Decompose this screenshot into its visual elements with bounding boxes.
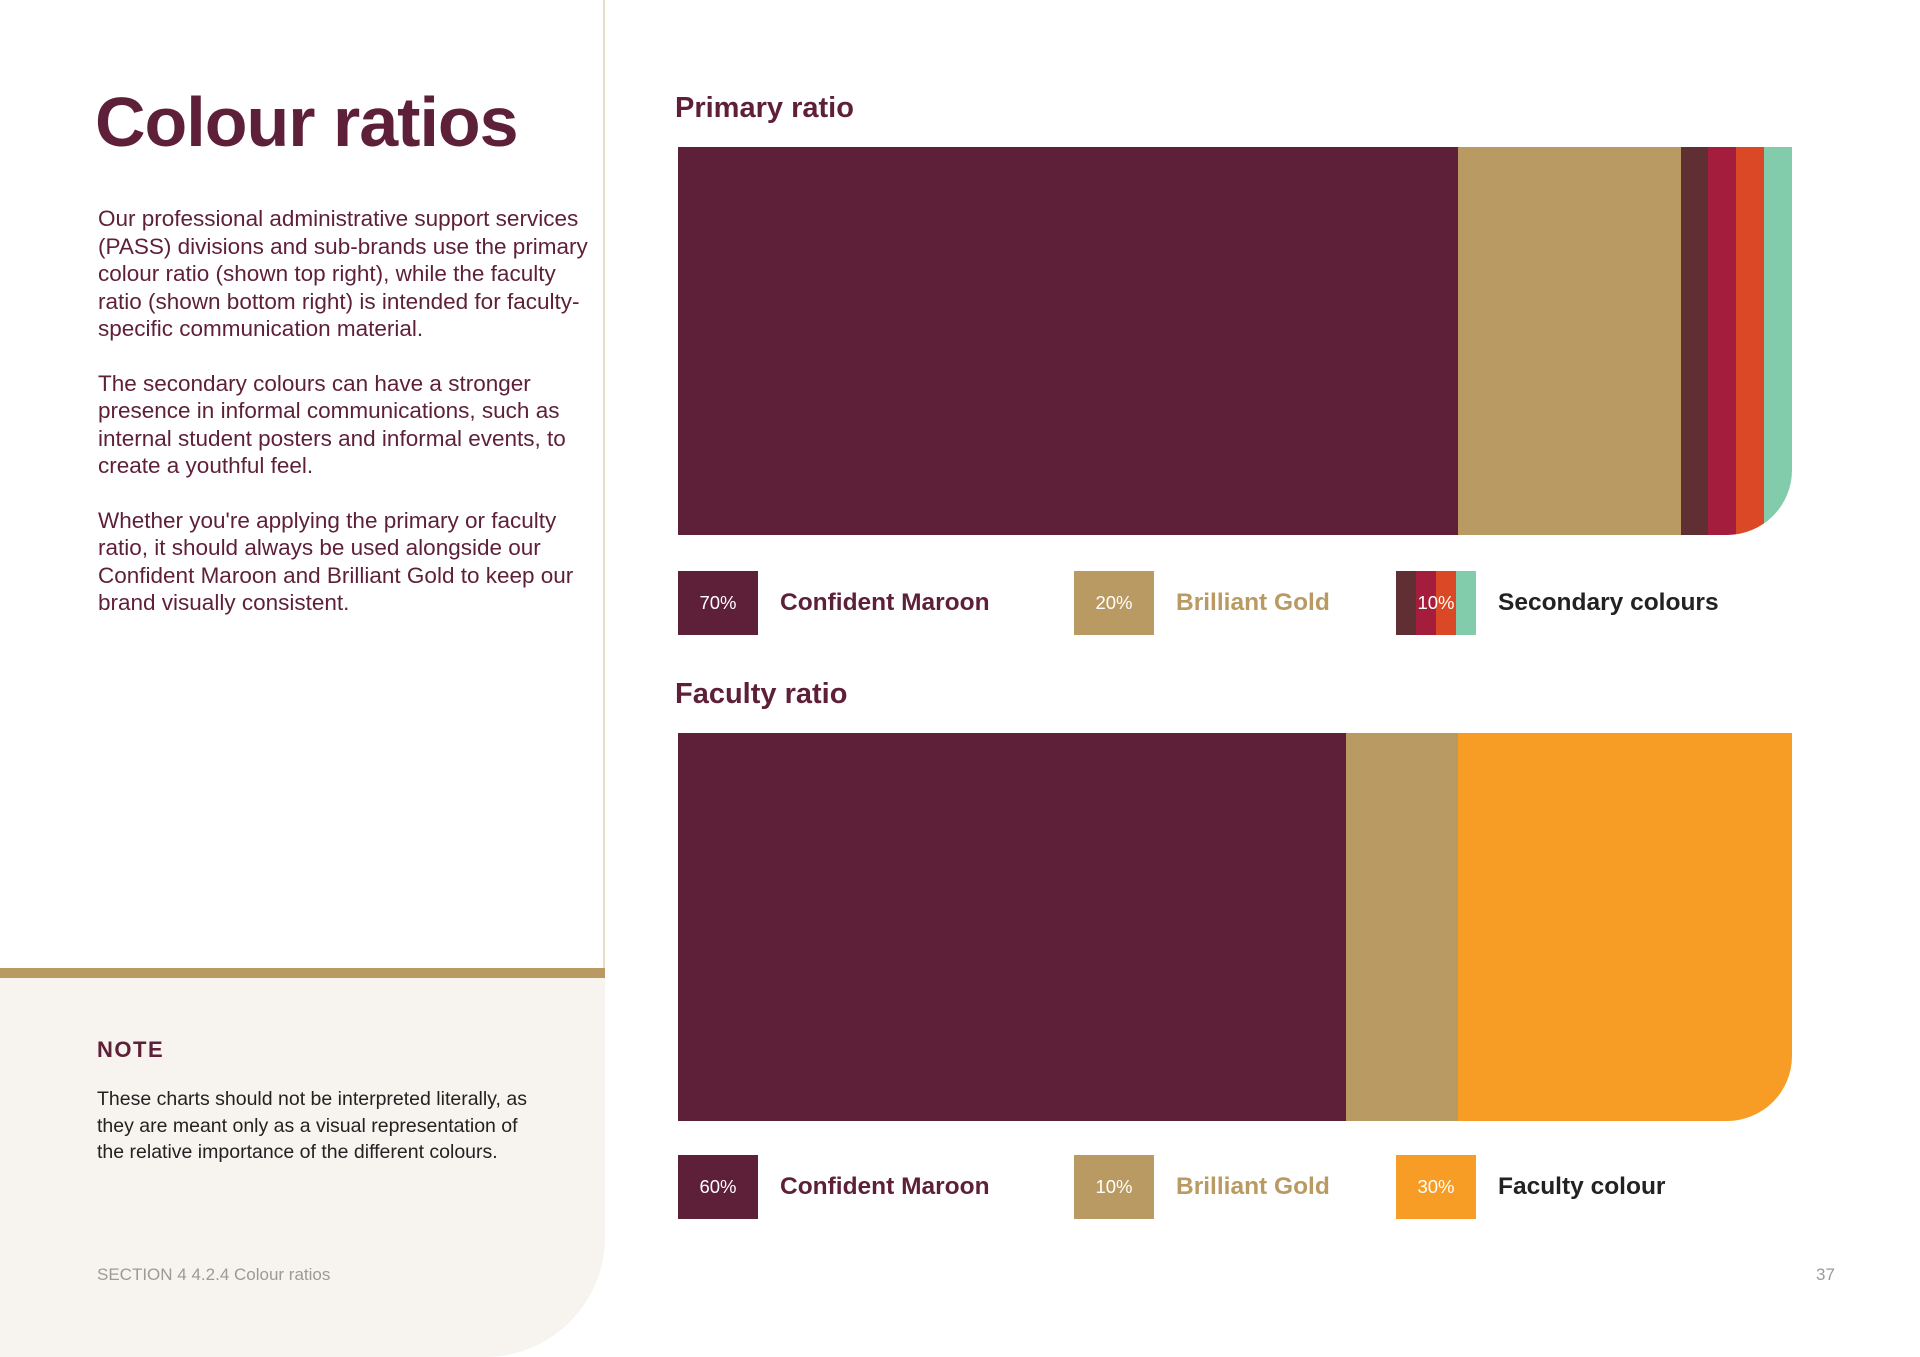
swatch-stripe (1416, 571, 1436, 635)
swatch-stripes (1396, 571, 1476, 635)
left-column-divider (603, 0, 605, 968)
primary-ratio-legend: 70% Confident Maroon 20% Brilliant Gold … (678, 571, 1792, 635)
bar-segment-secondary-colours (1736, 147, 1765, 535)
legend-label: Faculty colour (1498, 1173, 1666, 1200)
bar-segment-brilliant-gold (1457, 147, 1681, 535)
bar-segment-faculty-colour (1457, 733, 1792, 1121)
legend-label: Brilliant Gold (1176, 1173, 1330, 1200)
legend-label: Brilliant Gold (1176, 589, 1330, 616)
legend-percentage: 60% (699, 1176, 737, 1197)
legend-percentage: 10% (1095, 1176, 1133, 1197)
faculty-ratio-bar (678, 733, 1792, 1121)
legend-item-confident-maroon: 60% Confident Maroon (678, 1155, 990, 1219)
bar-segment-secondary-colours (1764, 147, 1792, 535)
legend-item-secondary-colours: 10% Secondary colours (1396, 571, 1719, 635)
legend-swatch: 30% (1396, 1155, 1476, 1219)
bar-segment-confident-maroon (678, 147, 1458, 535)
legend-label: Secondary colours (1498, 589, 1719, 616)
note-body: These charts should not be interpreted l… (97, 1088, 527, 1163)
intro-paragraph: Our professional administrative support … (98, 206, 588, 341)
legend-swatch: 10% (1396, 571, 1476, 635)
legend-item-faculty-colour: 30% Faculty colour (1396, 1155, 1665, 1219)
intro-paragraph: Whether you're applying the primary or f… (98, 507, 574, 616)
intro-paragraph: The secondary colours can have a stronge… (98, 370, 566, 479)
primary-ratio-title: Primary ratio (675, 92, 854, 124)
note-title: NOTE (97, 1037, 165, 1062)
legend-item-brilliant-gold: 10% Brilliant Gold (1074, 1155, 1330, 1219)
bar-segment-confident-maroon (678, 733, 1347, 1121)
swatch-stripe (1436, 571, 1456, 635)
legend-swatch: 10% (1074, 1155, 1154, 1219)
primary-ratio-bar (678, 147, 1792, 535)
note-panel (0, 968, 605, 1357)
page-title: Colour ratios (95, 83, 519, 161)
swatch-stripe (1456, 571, 1476, 635)
swatch-stripe (1396, 571, 1416, 635)
legend-percentage: 10% (1417, 592, 1455, 613)
legend-label: Confident Maroon (780, 589, 990, 616)
bar-segment-secondary-colours (1680, 147, 1709, 535)
page-number: 37 (1816, 1265, 1835, 1284)
faculty-ratio-title: Faculty ratio (675, 678, 848, 710)
faculty-ratio-legend: 60% Confident Maroon 10% Brilliant Gold … (678, 1155, 1792, 1219)
legend-swatch: 60% (678, 1155, 758, 1219)
bar-segment-brilliant-gold (1346, 733, 1458, 1121)
legend-item-confident-maroon: 70% Confident Maroon (678, 571, 990, 635)
legend-swatch: 70% (678, 571, 758, 635)
intro-text: Our professional administrative support … (98, 205, 588, 644)
legend-swatch: 20% (1074, 571, 1154, 635)
footer-section-label: SECTION 4 4.2.4 Colour ratios (97, 1265, 331, 1284)
bar-segment-secondary-colours (1708, 147, 1737, 535)
legend-percentage: 20% (1095, 592, 1133, 613)
legend-item-brilliant-gold: 20% Brilliant Gold (1074, 571, 1330, 635)
legend-percentage: 30% (1417, 1176, 1455, 1197)
legend-percentage: 70% (699, 592, 737, 613)
legend-label: Confident Maroon (780, 1173, 990, 1200)
